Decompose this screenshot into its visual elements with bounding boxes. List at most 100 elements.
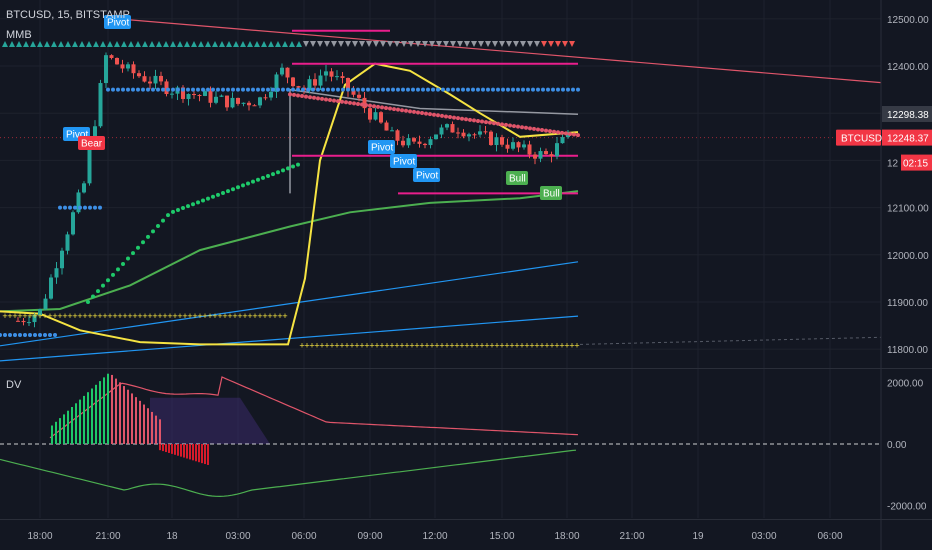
indicator-dv-label[interactable]: DV [6,379,22,391]
cross-marker: + [479,340,484,350]
support-dot [226,87,230,92]
trend-triangle [65,41,71,47]
cross-marker: + [419,340,424,350]
cross-marker: + [444,340,449,350]
trend-triangle [478,41,484,47]
support-dot [526,87,530,92]
candle-body [120,64,125,69]
support-dot [311,87,315,92]
cross-marker: + [404,340,409,350]
candle-body [401,140,405,146]
trail-dot [261,175,265,180]
trail-dot [236,185,240,190]
bear-label: Bear [78,136,105,150]
cross-marker: + [559,340,564,350]
support-dot [456,87,460,92]
trail-dot [291,164,295,169]
candle-body [428,139,433,146]
cross-marker: + [394,340,399,350]
cross-marker: + [309,340,314,350]
cross-marker: + [489,340,494,350]
resistance-dot [424,111,428,116]
candle-body [439,127,444,135]
cross-marker: + [304,340,309,350]
candle-body [555,143,559,157]
time-tick-label: 18:00 [554,531,579,542]
trend-triangle [51,41,57,47]
resistance-dot [308,95,312,100]
trend-triangle [485,41,491,47]
candle-body [351,90,356,95]
cross-marker: + [37,311,42,321]
pivot-label-text: Pivot [66,130,88,141]
candle-body [98,83,103,127]
trend-triangle [324,41,330,47]
cross-marker: + [379,340,384,350]
trail-dot [296,162,300,167]
support-dot [471,87,475,92]
cross-marker: + [117,311,122,321]
trend-triangle [23,41,29,47]
cross-marker: + [504,340,509,350]
cross-marker: + [132,311,137,321]
trend-triangle [233,41,239,47]
support-dot [561,87,565,92]
trend-triangle [240,41,246,47]
price-tick-label: 12100.00 [887,204,929,215]
trend-triangle [93,41,99,47]
resistance-dot [344,100,348,105]
cross-marker: + [222,311,227,321]
candle-body [131,64,136,74]
cross-marker: + [354,340,359,350]
candle-body [87,148,92,184]
bull-label-bg [540,186,562,200]
time-tick-label: 09:00 [357,531,382,542]
symbol-title[interactable]: BTCUSD, 15, BITSTAMP [6,9,130,21]
trend-triangle [527,41,533,47]
support-dot [476,87,480,92]
candle-body [65,234,70,251]
support-dot [201,87,205,92]
indicator-mmb-label[interactable]: MMB [6,29,32,41]
time-tick-label: 06:00 [291,531,316,542]
support-dot [366,87,370,92]
cross-marker: + [32,311,37,321]
time-tick-label: 12:00 [422,531,447,542]
candle-body [560,137,565,144]
support-dot [286,87,290,92]
candle-body [291,77,295,87]
trend-triangle [352,41,358,47]
support-dot [151,87,155,92]
support-dot [73,205,77,210]
resistance-dot [296,93,300,98]
time-tick-label: 15:00 [489,531,514,542]
dv-panel [0,373,881,465]
trail-dot [266,173,270,178]
bear-label-text: Bear [81,139,103,150]
support-dot [23,332,27,337]
trail-dot [186,204,190,209]
indicator-lines [0,18,882,498]
trail-dot [276,170,280,175]
candle-body [494,137,499,146]
support-dot [33,332,37,337]
pivot-label: Pivot [104,15,131,29]
candle-body [368,108,372,120]
support-dot [351,87,355,92]
trend-triangle [534,41,540,47]
support-dot [571,87,575,92]
trend-triangle [149,41,155,47]
support-dot [216,87,220,92]
resistance-dot [356,101,360,106]
time-tick-label: 03:00 [751,531,776,542]
support-dot [43,332,47,337]
candle-body [214,96,218,103]
trend-triangle [443,41,449,47]
cross-marker: + [282,311,287,321]
support-dot [461,87,465,92]
support-dot [401,87,405,92]
support-dot [376,87,380,92]
support-dot [506,87,510,92]
cross-marker: + [389,340,394,350]
